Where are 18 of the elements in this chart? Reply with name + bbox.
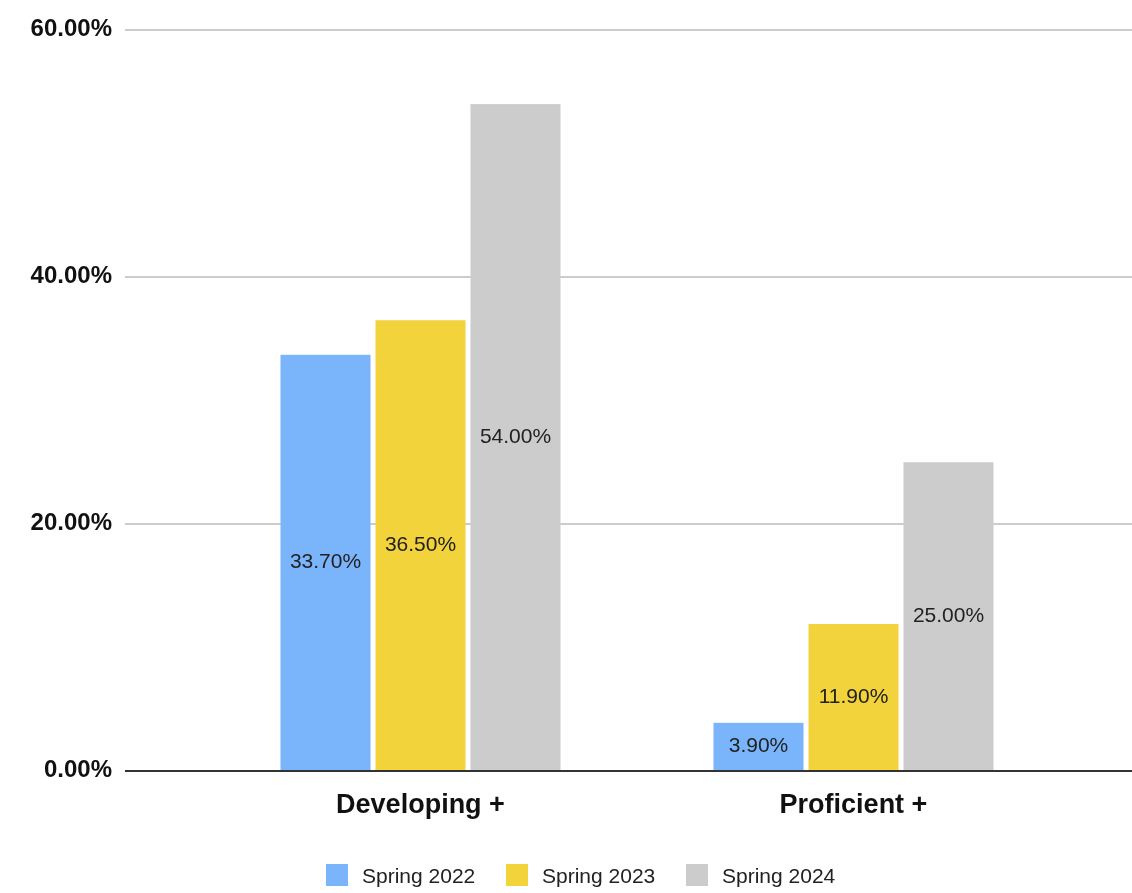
y-tick-label: 20.00% — [30, 508, 112, 536]
legend-label: Spring 2024 — [722, 863, 836, 887]
y-tick-label: 40.00% — [30, 261, 112, 289]
legend-label: Spring 2022 — [362, 863, 476, 887]
bar — [375, 320, 466, 771]
data-label: 11.90% — [818, 684, 889, 708]
x-tick-label: Developing + — [336, 789, 505, 820]
data-label: 25.00% — [912, 603, 985, 627]
x-tick-label: Proficient + — [779, 789, 928, 820]
legend-label: Spring 2023 — [542, 863, 656, 887]
bar — [280, 354, 371, 771]
data-label: 33.70% — [289, 549, 362, 573]
bar — [808, 624, 899, 771]
y-tick-label: 0.00% — [43, 755, 112, 783]
data-label: 3.90% — [728, 733, 789, 757]
y-tick-label: 60.00% — [30, 14, 112, 42]
data-label: 36.50% — [384, 532, 457, 556]
data-label: 54.00% — [479, 424, 552, 448]
